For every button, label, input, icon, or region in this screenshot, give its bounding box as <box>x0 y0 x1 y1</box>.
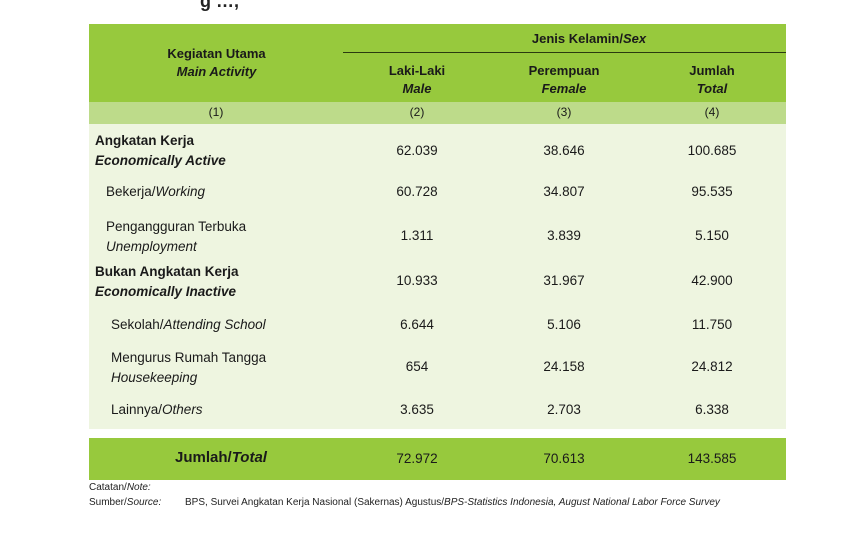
previous-title-fragment: g …, <box>200 0 239 11</box>
header-activity-id: Kegiatan Utama <box>167 46 266 61</box>
note-label-en: Note: <box>126 482 151 493</box>
row-label: Bekerja/Working <box>106 182 205 202</box>
header-total: Jumlah Total <box>652 62 772 98</box>
header-male: Laki-Laki Male <box>357 62 477 98</box>
group-economically-active: Angkatan Kerja Economically Active 62.03… <box>89 124 786 261</box>
col-number: (4) <box>704 105 720 119</box>
cell-total: 42.900 <box>691 273 733 288</box>
row-label-id: Bekerja/ <box>106 184 156 199</box>
cell-male: 654 <box>405 359 429 374</box>
cell-total: 5.150 <box>695 228 729 243</box>
cell-male: 3.635 <box>400 402 434 417</box>
header-activity-en: Main Activity <box>176 64 257 79</box>
row-label: Lainnya/Others <box>111 400 203 420</box>
table-row: Angkatan Kerja Economically Active 62.03… <box>89 124 786 174</box>
cell-female: 34.807 <box>543 184 585 199</box>
cell-total: 24.812 <box>691 359 733 374</box>
total-male: 72.972 <box>396 451 438 466</box>
row-label-en: Housekeeping <box>111 370 198 385</box>
header-total-id: Jumlah <box>689 63 735 78</box>
cell-female: 31.967 <box>543 273 585 288</box>
note-line: Catatan/Note: <box>89 480 161 495</box>
header-sex-en: Sex <box>622 31 647 46</box>
row-label-id: Angkatan Kerja <box>95 133 195 148</box>
total-label-id: Jumlah/ <box>175 449 232 466</box>
row-label-id: Pengangguran Terbuka <box>106 219 247 234</box>
row-label: Pengangguran Terbuka Unemployment <box>106 217 246 257</box>
cell-female: 24.158 <box>543 359 585 374</box>
row-label: Sekolah/Attending School <box>111 315 266 335</box>
header-sex-id: Jenis Kelamin/ <box>531 31 623 46</box>
row-label: Bukan Angkatan Kerja Economically Inacti… <box>95 262 239 302</box>
header-male-en: Male <box>402 81 432 96</box>
table-row: Mengurus Rumah Tangga Housekeeping 654 2… <box>89 342 786 394</box>
table-row: Bukan Angkatan Kerja Economically Inacti… <box>89 261 786 305</box>
col-number: (1) <box>208 105 224 119</box>
total-total: 143.585 <box>687 451 737 466</box>
source-label-en: Source: <box>126 497 162 508</box>
cell-female: 5.106 <box>547 317 581 332</box>
table-row: Bekerja/Working 60.728 34.807 95.535 <box>89 174 786 209</box>
total-row: Jumlah/Total 72.972 70.613 143.585 <box>89 438 786 480</box>
group-economically-inactive: Bukan Angkatan Kerja Economically Inacti… <box>89 261 786 429</box>
row-label: Mengurus Rumah Tangga Housekeeping <box>111 348 266 388</box>
header-sex: Jenis Kelamin/Sex <box>469 30 709 48</box>
source-label-id: Sumber/ <box>89 497 127 508</box>
total-female: 70.613 <box>543 451 585 466</box>
header-female: Perempuan Female <box>504 62 624 98</box>
table-row: Sekolah/Attending School 6.644 5.106 11.… <box>89 305 786 342</box>
source-text-en: BPS-Statistics Indonesia, August Nationa… <box>444 497 720 508</box>
cell-male: 62.039 <box>396 143 438 158</box>
row-label-en: Economically Inactive <box>95 284 237 299</box>
cell-total: 6.338 <box>695 402 729 417</box>
cell-total: 100.685 <box>687 143 737 158</box>
row-label-en: Economically Active <box>95 153 226 168</box>
cell-female: 2.703 <box>547 402 581 417</box>
cell-total: 95.535 <box>691 184 733 199</box>
cell-male: 1.311 <box>400 228 434 243</box>
table-notes: Catatan/Note: Sumber/Source: BPS, Survei… <box>89 480 720 510</box>
cell-male: 6.644 <box>400 317 434 332</box>
header-divider <box>343 52 786 53</box>
header-activity: Kegiatan Utama Main Activity <box>129 45 304 81</box>
table-header: Kegiatan Utama Main Activity Jenis Kelam… <box>89 24 786 102</box>
col-number: (3) <box>556 105 572 119</box>
row-label-en: Working <box>155 184 206 199</box>
source-text: BPS, Survei Angkatan Kerja Nasional (Sak… <box>185 495 720 510</box>
source-line: Sumber/Source: <box>89 495 161 510</box>
column-number-row: (1) (2) (3) (4) <box>89 102 786 124</box>
cell-female: 3.839 <box>547 228 581 243</box>
header-female-en: Female <box>541 81 587 96</box>
source-text-id: BPS, Survei Angkatan Kerja Nasional (Sak… <box>185 497 445 508</box>
spacer <box>89 429 786 438</box>
row-label-en: Attending School <box>163 317 266 332</box>
row-label-id: Sekolah/ <box>111 317 164 332</box>
row-label-id: Lainnya/ <box>111 402 163 417</box>
row-label-en: Others <box>162 402 203 417</box>
cell-total: 11.750 <box>691 317 733 332</box>
row-label-id: Bukan Angkatan Kerja <box>95 264 239 279</box>
labor-force-table: Kegiatan Utama Main Activity Jenis Kelam… <box>89 24 786 480</box>
total-label: Jumlah/Total <box>175 449 267 466</box>
header-female-id: Perempuan <box>528 63 600 78</box>
row-label: Angkatan Kerja Economically Active <box>95 131 226 171</box>
row-label-en: Unemployment <box>106 239 197 254</box>
cell-female: 38.646 <box>543 143 585 158</box>
row-label-id: Mengurus Rumah Tangga <box>111 350 267 365</box>
table-row: Pengangguran Terbuka Unemployment 1.311 … <box>89 209 786 261</box>
note-label-id: Catatan/ <box>89 482 127 493</box>
total-label-en: Total <box>231 449 267 466</box>
header-total-en: Total <box>696 81 728 96</box>
cell-male: 60.728 <box>396 184 438 199</box>
cell-male: 10.933 <box>396 273 438 288</box>
header-male-id: Laki-Laki <box>388 63 446 78</box>
table-row: Lainnya/Others 3.635 2.703 6.338 <box>89 394 786 429</box>
col-number: (2) <box>409 105 425 119</box>
